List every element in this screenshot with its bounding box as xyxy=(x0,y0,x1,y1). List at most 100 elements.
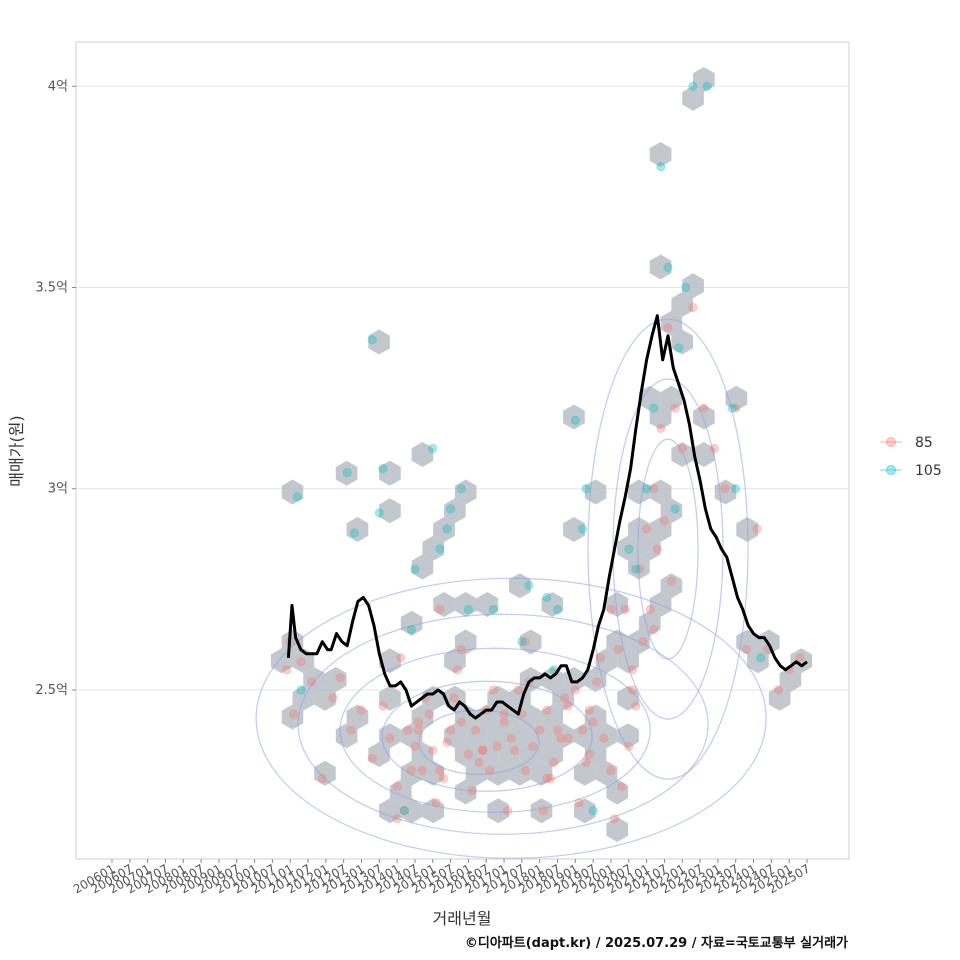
density-contour-layer xyxy=(255,318,767,859)
hexbin-cell xyxy=(454,629,477,655)
hexbin-cell xyxy=(379,798,401,824)
trend-line xyxy=(286,314,808,720)
hexbin-cell xyxy=(660,573,683,599)
data-point-85 xyxy=(606,765,616,776)
hexbin-cell xyxy=(400,798,423,824)
hexbin-cell xyxy=(314,760,336,786)
legend-key-point-105 xyxy=(886,465,896,475)
data-point-85 xyxy=(595,653,605,663)
data-point-85 xyxy=(392,781,402,792)
data-point-85 xyxy=(752,524,762,534)
hexbin-cell xyxy=(530,760,553,786)
data-point-85 xyxy=(281,665,292,675)
hexbin-cell xyxy=(574,723,596,749)
data-point-105 xyxy=(670,504,680,514)
data-point-105 xyxy=(542,592,552,603)
data-point-85 xyxy=(656,423,666,434)
data-point-85 xyxy=(453,665,463,675)
hexbin-cell xyxy=(606,592,629,617)
hexbin-cell xyxy=(660,498,683,524)
data-point-105 xyxy=(445,504,456,514)
data-point-85 xyxy=(584,749,595,760)
hexbin-cell xyxy=(617,535,639,561)
data-point-85 xyxy=(606,604,616,615)
data-point-85 xyxy=(638,637,648,647)
hexbin-cell xyxy=(693,404,715,430)
hexbin-cell xyxy=(379,685,401,711)
trend-line-layer xyxy=(286,314,808,720)
data-point-85 xyxy=(620,604,630,615)
density-contour xyxy=(381,680,593,792)
hexbin-cell xyxy=(454,742,477,767)
data-point-105 xyxy=(552,604,563,615)
hexbin-cell xyxy=(671,442,693,467)
data-point-85 xyxy=(552,725,563,735)
hexbin-cell xyxy=(498,742,520,767)
hexbin-cell xyxy=(584,704,607,730)
hexbin-cell xyxy=(606,817,629,842)
hexbin-cell xyxy=(433,517,455,542)
data-point-85 xyxy=(698,403,709,413)
data-point-105 xyxy=(674,343,684,353)
hexbin-cell xyxy=(422,760,445,786)
data-point-85 xyxy=(666,576,677,586)
data-point-105 xyxy=(488,604,499,615)
hexbin-cell xyxy=(617,648,639,674)
hexbin-cell xyxy=(476,742,499,767)
hexbin-cell xyxy=(444,498,466,524)
data-point-105 xyxy=(649,403,659,413)
hexbin-cell xyxy=(541,742,564,767)
hexbin-cell xyxy=(682,273,704,299)
y-tick-label: 3억 xyxy=(48,482,68,497)
data-point-85 xyxy=(456,645,466,655)
data-point-85 xyxy=(570,685,580,695)
data-point-105 xyxy=(463,604,474,615)
hexbin-cell xyxy=(346,704,369,730)
data-point-85 xyxy=(403,725,413,735)
data-point-105 xyxy=(641,484,652,494)
data-point-105 xyxy=(292,492,302,502)
hexbin-cell xyxy=(617,723,639,749)
scatter-points xyxy=(281,81,805,824)
data-point-85 xyxy=(634,564,645,574)
hexbin-cell xyxy=(270,648,293,674)
data-point-85 xyxy=(513,685,523,695)
hexbin-cell xyxy=(574,760,596,786)
hexbin-cell xyxy=(779,667,802,692)
data-point-105 xyxy=(588,806,598,816)
data-point-85 xyxy=(467,785,477,796)
data-point-85 xyxy=(335,673,345,683)
data-point-85 xyxy=(346,725,356,735)
hexbin-cell xyxy=(649,142,672,167)
data-point-85 xyxy=(731,403,741,413)
hexbin-cell xyxy=(346,517,369,542)
hexbin-cell xyxy=(768,685,791,711)
hexbin-cell xyxy=(541,592,564,617)
data-point-105 xyxy=(296,685,306,695)
data-point-85 xyxy=(556,733,566,743)
data-point-105 xyxy=(342,467,352,478)
hexbin-cell xyxy=(368,329,390,355)
hexbin-cell xyxy=(454,592,477,617)
data-point-85 xyxy=(435,604,445,615)
data-point-85 xyxy=(631,701,641,711)
hexbin-cell xyxy=(563,517,585,542)
data-point-85 xyxy=(617,781,627,792)
data-point-85 xyxy=(535,725,545,735)
hexbin-cell xyxy=(595,648,618,674)
data-point-85 xyxy=(424,709,434,719)
hexbin-cell xyxy=(725,385,748,411)
data-point-85 xyxy=(485,765,495,776)
data-point-105 xyxy=(435,544,445,554)
hexbin-cell xyxy=(411,742,434,767)
data-point-85 xyxy=(588,717,598,727)
data-point-85 xyxy=(378,701,388,711)
legend-label-105: 105 xyxy=(915,463,942,479)
data-point-85 xyxy=(627,665,638,675)
data-point-105 xyxy=(374,508,384,518)
data-point-85 xyxy=(406,765,417,776)
data-point-85 xyxy=(542,705,552,715)
data-point-85 xyxy=(410,741,420,751)
hexbin-cell xyxy=(487,723,509,749)
data-point-85 xyxy=(474,757,484,768)
